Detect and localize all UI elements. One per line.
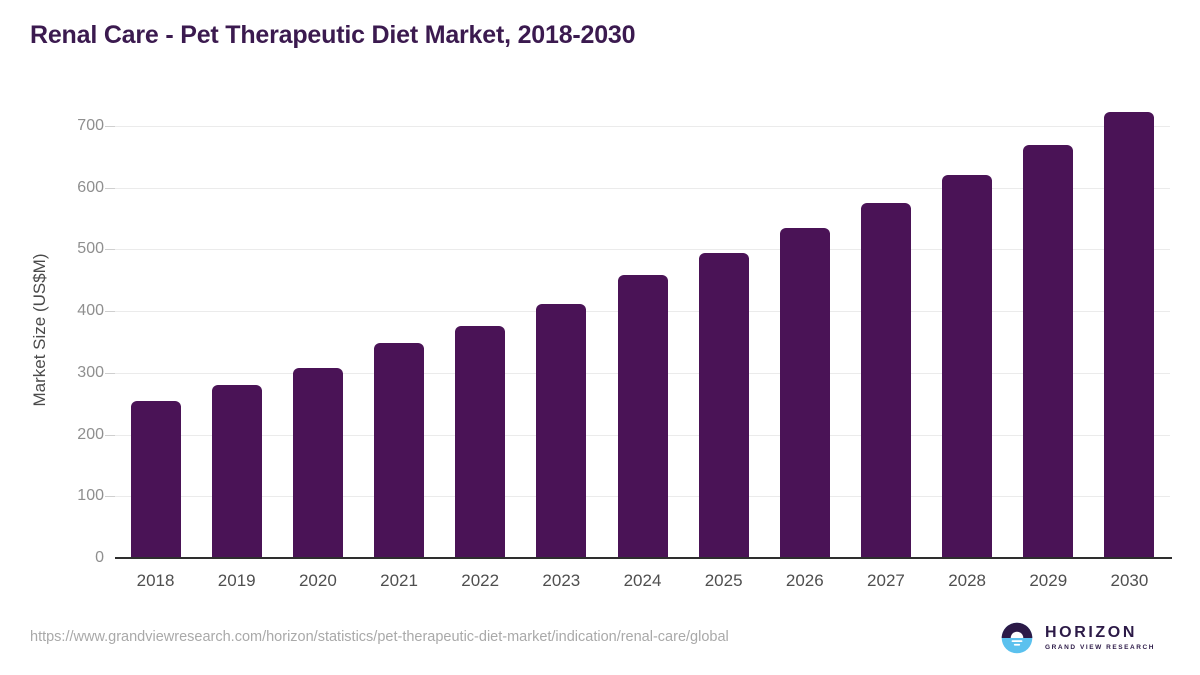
- chart-title: Renal Care - Pet Therapeutic Diet Market…: [30, 21, 636, 49]
- bar-2026: [779, 228, 830, 558]
- bar-2029: [1023, 145, 1074, 558]
- x-axis-line: [115, 557, 1172, 559]
- logo-title: HORIZON: [1045, 624, 1137, 641]
- bar-2028: [942, 175, 993, 558]
- y-tick-label-500: 500: [77, 240, 104, 258]
- y-tick-mark-500: [105, 249, 115, 251]
- y-tick-label-200: 200: [77, 425, 104, 443]
- x-tick-label-2022: 2022: [461, 571, 500, 590]
- y-tick-label-700: 700: [77, 117, 104, 134]
- y-tick-label-300: 300: [77, 363, 104, 381]
- y-tick-mark-200: [105, 434, 115, 436]
- y-tick-mark-600: [105, 187, 115, 189]
- y-tick-mark-100: [105, 496, 115, 498]
- logo-text: HORIZON GRAND VIEW RESEARCH: [1045, 624, 1155, 652]
- y-tick-label-600: 600: [77, 178, 104, 196]
- y-tick-label-0: 0: [95, 549, 104, 566]
- x-tick-label-2023: 2023: [542, 571, 581, 590]
- bar-2021: [374, 343, 425, 558]
- logo-reflection-line-2: [1013, 643, 1021, 646]
- bar-2027: [860, 203, 911, 558]
- x-tick-label-2026: 2026: [785, 571, 824, 590]
- bar-2019: [211, 384, 262, 558]
- bar-2018: [130, 400, 181, 558]
- horizon-logo-icon: [1001, 622, 1033, 654]
- gridline-700: [115, 126, 1170, 127]
- gridline-600: [115, 187, 1170, 189]
- x-tick-label-2019: 2019: [217, 571, 256, 590]
- x-tick-label-2030: 2030: [1110, 571, 1149, 590]
- y-tick-mark-300: [105, 372, 115, 374]
- logo-reflection-line-1: [1011, 640, 1023, 643]
- y-tick-mark-700: [105, 126, 115, 127]
- x-tick-label-2024: 2024: [623, 571, 662, 590]
- x-tick-label-2027: 2027: [867, 571, 905, 590]
- bar-2020: [292, 367, 343, 558]
- bar-2024: [617, 274, 668, 558]
- bar-2025: [698, 252, 749, 558]
- gridline-500: [115, 249, 1170, 251]
- x-tick-label-2029: 2029: [1029, 571, 1068, 590]
- logo-subtitle: GRAND VIEW RESEARCH: [1045, 644, 1155, 651]
- y-tick-label-400: 400: [77, 302, 104, 320]
- y-tick-mark-400: [105, 311, 115, 313]
- logo-sun-icon: [1010, 631, 1024, 638]
- bar-2022: [455, 325, 506, 558]
- y-tick-label-100: 100: [77, 487, 104, 505]
- x-tick-label-2020: 2020: [298, 571, 337, 590]
- x-tick-label-2018: 2018: [136, 571, 175, 590]
- source-url: https://www.grandviewresearch.com/horizo…: [30, 629, 729, 645]
- x-tick-label-2021: 2021: [380, 571, 418, 590]
- x-tick-label-2028: 2028: [948, 571, 987, 590]
- x-tick-label-2025: 2025: [704, 571, 743, 590]
- logo-circle-sky: [1001, 622, 1033, 638]
- bar-2023: [536, 304, 587, 558]
- bar-2030: [1104, 112, 1155, 558]
- horizon-logo: HORIZON GRAND VIEW RESEARCH: [999, 620, 1155, 656]
